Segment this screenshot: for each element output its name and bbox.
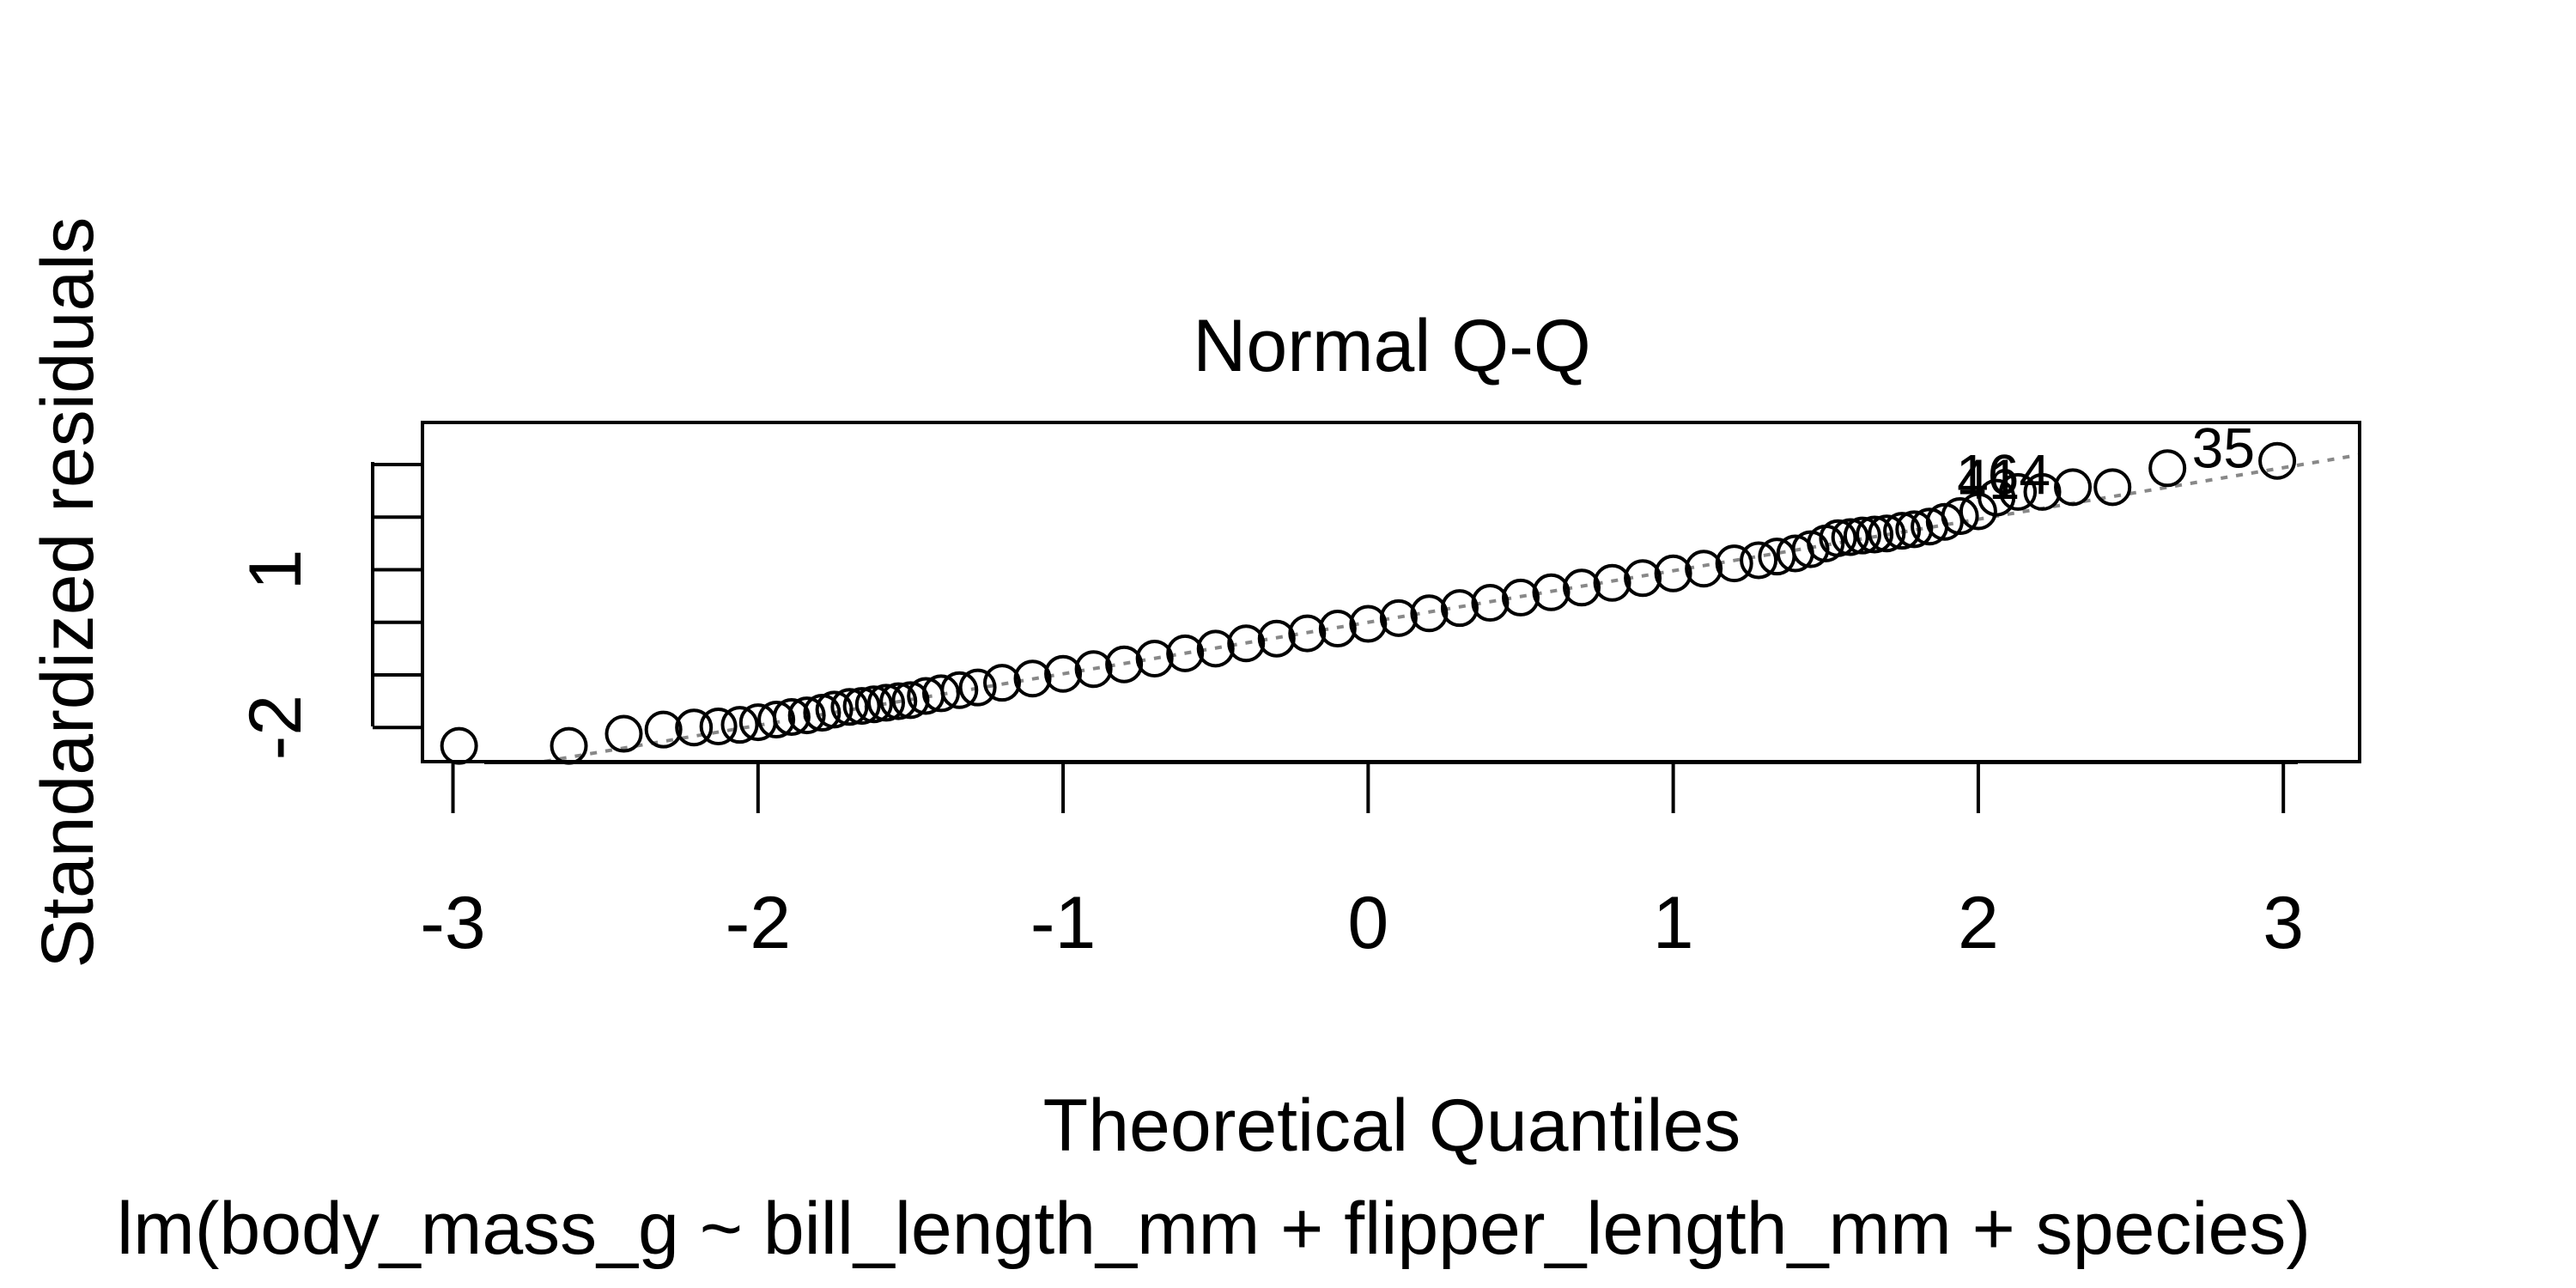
data-point bbox=[1196, 629, 1235, 668]
data-point bbox=[2023, 472, 2062, 511]
data-point bbox=[1349, 605, 1388, 643]
qq-reference-line bbox=[532, 453, 2360, 762]
data-point bbox=[1883, 512, 1922, 550]
data-point bbox=[1856, 515, 1894, 554]
data-point bbox=[1895, 510, 1934, 549]
point-labels-layer: 164 35 41 bbox=[1956, 416, 2255, 511]
data-point bbox=[1379, 598, 1418, 637]
x-tick-label: -3 bbox=[420, 882, 485, 964]
data-point bbox=[1257, 619, 1296, 658]
y-tick-label: -2 bbox=[234, 695, 317, 760]
x-axis: -3 -2 -1 0 1 2 3 bbox=[420, 761, 2304, 964]
y-axis: -2 1 bbox=[234, 462, 422, 760]
data-point bbox=[854, 685, 893, 724]
y-tick-label: 1 bbox=[234, 550, 317, 591]
data-point bbox=[1978, 478, 2016, 517]
x-tick-label: 1 bbox=[1653, 882, 1694, 964]
data-point bbox=[1105, 645, 1144, 683]
x-tick-label: 0 bbox=[1347, 882, 1388, 964]
chart-title: Normal Q-Q bbox=[1193, 305, 1590, 387]
data-point bbox=[830, 688, 869, 726]
data-point bbox=[891, 681, 930, 720]
data-point bbox=[1166, 634, 1205, 672]
data-point bbox=[787, 696, 826, 735]
data-point bbox=[1563, 568, 1601, 607]
data-point bbox=[1288, 614, 1327, 653]
data-point bbox=[1831, 518, 1869, 556]
data-point bbox=[2258, 441, 2297, 480]
data-point bbox=[1318, 610, 1357, 648]
data-point bbox=[1624, 559, 1662, 598]
data-point bbox=[2054, 468, 2093, 507]
data-point bbox=[879, 682, 918, 720]
data-point bbox=[1819, 519, 1857, 557]
data-point bbox=[2093, 468, 2132, 507]
x-tick-label: -1 bbox=[1030, 882, 1096, 964]
x-tick-label: 3 bbox=[2263, 882, 2304, 964]
data-point bbox=[983, 664, 1022, 702]
data-point bbox=[921, 674, 960, 713]
data-point bbox=[699, 707, 738, 745]
data-point bbox=[1501, 578, 1540, 617]
data-point bbox=[1941, 497, 1979, 536]
data-point bbox=[440, 726, 478, 765]
point-label: 35 bbox=[2192, 416, 2255, 480]
point-label: 41 bbox=[1957, 447, 2020, 511]
data-point bbox=[605, 714, 643, 753]
model-caption: lm(body_mass_g ~ bill_length_mm + flippe… bbox=[117, 1188, 2311, 1270]
data-point bbox=[2148, 449, 2187, 488]
data-point bbox=[1593, 563, 1631, 602]
data-point bbox=[1044, 654, 1083, 693]
data-point bbox=[1715, 544, 1753, 583]
data-point bbox=[644, 710, 683, 749]
data-point bbox=[675, 708, 714, 747]
data-point bbox=[757, 701, 796, 739]
data-point bbox=[772, 697, 811, 736]
y-axis-label: Standardized residuals bbox=[27, 217, 109, 969]
point-label: 164 bbox=[1956, 442, 2050, 506]
data-point bbox=[1410, 594, 1449, 633]
data-points-layer bbox=[440, 441, 2297, 765]
data-point bbox=[1925, 502, 1964, 541]
data-point bbox=[1843, 516, 1881, 555]
data-point bbox=[867, 683, 906, 722]
data-point bbox=[1471, 584, 1510, 623]
data-point bbox=[1074, 650, 1113, 689]
data-point bbox=[842, 687, 881, 726]
data-point bbox=[940, 671, 979, 709]
reference-line-layer bbox=[532, 453, 2360, 762]
data-point bbox=[1013, 659, 1052, 698]
data-point bbox=[1685, 550, 1723, 588]
data-point bbox=[1532, 573, 1571, 611]
data-point bbox=[720, 706, 759, 744]
data-point bbox=[1791, 530, 1830, 568]
data-point bbox=[1999, 472, 2038, 511]
data-point bbox=[1440, 589, 1479, 628]
data-point bbox=[1740, 541, 1778, 580]
data-point bbox=[550, 726, 588, 765]
x-tick-label: 2 bbox=[1958, 882, 1999, 964]
x-tick-label: -2 bbox=[726, 882, 791, 964]
data-point bbox=[1868, 514, 1906, 553]
data-point bbox=[1654, 554, 1692, 592]
data-point bbox=[1135, 639, 1174, 677]
x-axis-label: Theoretical Quantiles bbox=[1043, 1084, 1741, 1167]
data-point bbox=[958, 668, 997, 707]
data-point bbox=[1227, 624, 1266, 663]
data-point bbox=[815, 690, 854, 729]
